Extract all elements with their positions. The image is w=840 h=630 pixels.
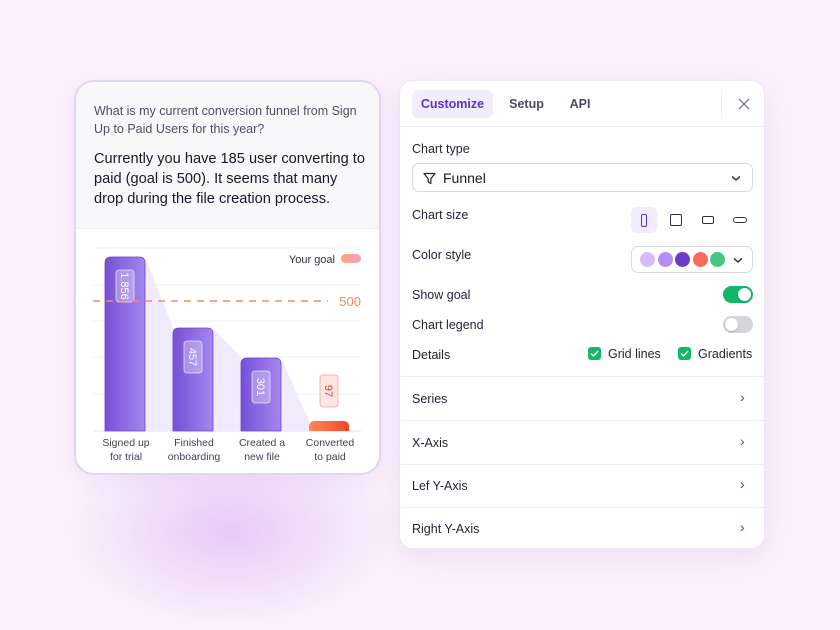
close-button[interactable] — [734, 94, 754, 114]
section-label: Right Y-Axis — [412, 522, 480, 536]
chart-type-select[interactable]: Funnel — [412, 163, 753, 192]
chart-type-value: Funnel — [443, 170, 486, 186]
answer-text: Currently you have 185 user converting t… — [94, 151, 365, 207]
divider — [400, 464, 764, 465]
color-swatch — [692, 252, 708, 267]
x-icon — [738, 98, 750, 110]
chevron-down-icon — [733, 257, 743, 263]
chat-answer-card: What is my current conversion funnel fro… — [74, 80, 381, 475]
section-left-y-axis[interactable]: Lef Y-Axis › — [400, 465, 764, 508]
tall-rect-icon — [641, 213, 647, 227]
show-goal-toggle[interactable] — [723, 286, 753, 303]
grid-lines-label: Grid lines — [608, 347, 661, 361]
divider — [400, 507, 764, 508]
size-tall-button[interactable] — [631, 207, 657, 233]
color-style-select[interactable] — [631, 246, 753, 273]
section-label: Series — [412, 392, 448, 406]
tab-api[interactable]: API — [569, 97, 591, 111]
chart-legend-toggle[interactable] — [723, 316, 753, 333]
chevron-down-icon — [731, 175, 741, 181]
chart-type-label: Chart type — [412, 142, 470, 156]
card-header: What is my current conversion funnel fro… — [76, 82, 379, 229]
size-extra-wide-button[interactable] — [727, 207, 753, 233]
section-x-axis[interactable]: X-Axis › — [400, 421, 764, 464]
funnel-icon — [423, 172, 436, 185]
square-icon — [670, 214, 682, 226]
color-swatch — [675, 252, 690, 267]
chevron-right-icon: › — [740, 476, 745, 492]
wide-rect-icon — [702, 216, 714, 224]
tab-customize[interactable]: Customize — [412, 90, 493, 118]
grid-lines-checkbox[interactable] — [588, 347, 601, 360]
section-right-y-axis[interactable]: Right Y-Axis › — [400, 508, 764, 550]
tab-divider — [721, 89, 722, 119]
section-label: X-Axis — [412, 436, 449, 450]
section-series[interactable]: Series › — [400, 377, 764, 420]
chevron-right-icon: › — [740, 433, 745, 449]
chart-legend-label: Chart legend — [412, 318, 484, 332]
color-swatch — [657, 252, 673, 267]
divider — [400, 126, 764, 127]
tab-setup[interactable]: Setup — [509, 97, 544, 111]
size-wide-button[interactable] — [695, 207, 721, 233]
color-swatch — [640, 252, 655, 267]
chevron-right-icon: › — [740, 519, 745, 535]
chart-size-label: Chart size — [412, 208, 469, 222]
divider — [400, 376, 764, 377]
check-icon — [590, 350, 599, 357]
details-label: Details — [412, 348, 451, 362]
size-square-button[interactable] — [663, 207, 689, 233]
gradients-checkbox[interactable] — [678, 347, 691, 360]
question-text: What is my current conversion funnel fro… — [94, 104, 357, 136]
gradients-label: Gradients — [698, 347, 753, 361]
show-goal-label: Show goal — [412, 288, 471, 302]
color-style-label: Color style — [412, 248, 472, 262]
check-icon — [680, 350, 689, 357]
color-swatch — [710, 252, 725, 267]
divider — [400, 420, 764, 421]
chevron-right-icon: › — [740, 389, 745, 405]
customize-panel: Customize Setup API Chart type Funnel Ch… — [399, 80, 765, 549]
extra-wide-rect-icon — [733, 217, 747, 223]
section-label: Lef Y-Axis — [412, 479, 468, 493]
